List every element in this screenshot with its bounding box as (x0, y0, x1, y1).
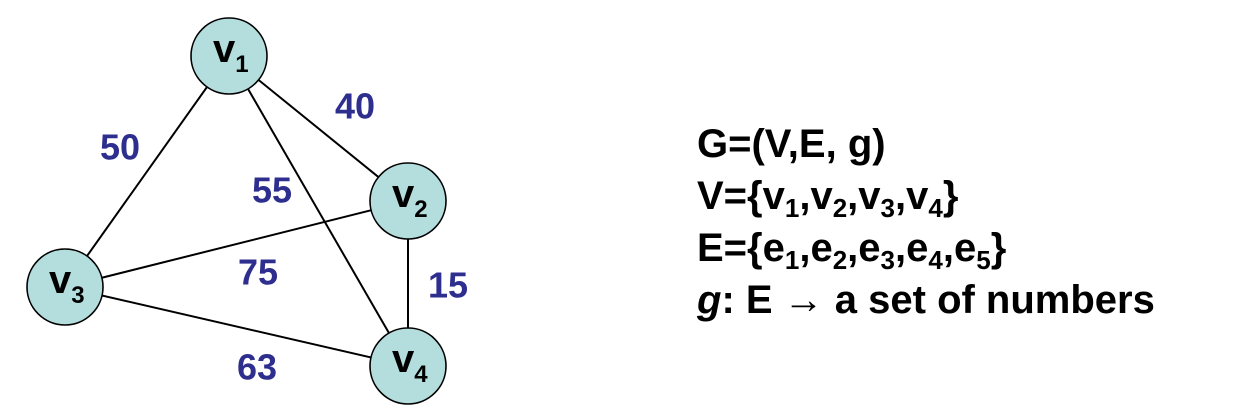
node-label-v3: v3 (49, 258, 85, 309)
edge-set-item: e4 (906, 226, 943, 275)
node-label-v2: v2 (392, 172, 428, 223)
weight-label-v3-v2: 75 (238, 252, 278, 293)
node-v3: v3 (26, 248, 104, 326)
edge-v3-v4 (64, 286, 409, 367)
node-v4: v4 (369, 327, 447, 405)
weight-label-v1-v3: 50 (100, 127, 140, 168)
vertex-set-item: v2 (810, 174, 848, 223)
definition-g-text: G=(V,E, g) (697, 122, 886, 166)
g-symbol: g (697, 278, 722, 322)
definition-edge-set: E={e1,e2,e3,e4,e5} (697, 226, 1007, 275)
node-circle-v4 (369, 327, 447, 405)
node-label-v4: v4 (392, 337, 428, 388)
node-circle-v3 (26, 248, 104, 326)
weight-label-v1-v4: 55 (252, 170, 292, 211)
definition-vertex-set: V={v1,v2,v3,v4} (697, 174, 959, 223)
edge-set-item: e1 (762, 226, 800, 275)
edge-v1-v3 (64, 55, 230, 288)
weight-label-v1-v2: 40 (335, 86, 375, 127)
node-circle-v2 (369, 162, 447, 240)
edge-set-item: e5 (953, 226, 991, 275)
definition-g: G=(V,E, g) (697, 118, 1155, 170)
definition-g-function: g: E → a set of numbers (697, 274, 1155, 326)
edge-set-prefix: E={ (697, 226, 763, 270)
edge-weights: 50 40 55 75 15 63 (100, 86, 468, 388)
vertex-set-prefix: V={ (697, 174, 763, 218)
nodes: v1 v2 v3 v4 (26, 17, 447, 405)
edge-set-item: e3 (858, 226, 896, 275)
edge-v1-v4 (228, 55, 409, 367)
weight-label-v3-v4: 63 (237, 347, 277, 388)
edge-set-item: e2 (810, 226, 848, 275)
edge-v3-v2 (64, 200, 409, 288)
node-v1: v1 (190, 17, 268, 95)
graph-definition: G=(V,E, g) V={v1,v2,v3,v4} E={e1,e2,e3,e… (697, 118, 1155, 326)
vertex-set-item: v3 (858, 174, 896, 223)
vertex-set-item: v4 (906, 174, 943, 223)
g-mapping-text: : E → a set of numbers (721, 278, 1155, 322)
node-circle-v1 (190, 17, 268, 95)
node-label-v1: v1 (213, 27, 249, 78)
node-v2: v2 (369, 162, 447, 240)
weight-label-v2-v4: 15 (428, 265, 468, 306)
vertex-set-item: v1 (762, 174, 800, 223)
weighted-graph: 50 40 55 75 15 63 v1 v2 v3 v4 (26, 17, 468, 405)
